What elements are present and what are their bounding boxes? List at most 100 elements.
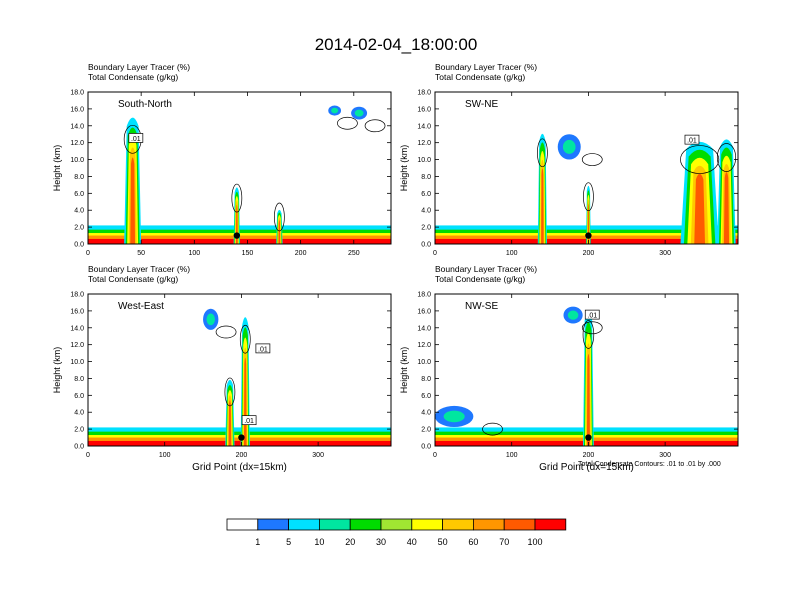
x-tick-label: 100 (159, 452, 171, 459)
contour-label: .01 (587, 313, 597, 320)
x-tick-label: 300 (312, 452, 324, 459)
cloud-patch (206, 313, 215, 326)
x-tick-label: 150 (242, 250, 254, 257)
colorbar-label: 100 (527, 537, 542, 547)
colorbar-swatch (442, 518, 474, 531)
condensate-contour (231, 183, 243, 213)
y-tick-label: 16.0 (70, 106, 84, 113)
panel-subtitle: Total Condensate (g/kg) (435, 274, 525, 284)
y-tick-label: 10.0 (417, 359, 431, 366)
y-tick-label: 4.0 (421, 208, 431, 215)
y-tick-label: 14.0 (417, 123, 431, 130)
contour-label-box (584, 309, 600, 320)
colorbar-swatch (288, 518, 320, 531)
y-tick-label: 0.0 (421, 444, 431, 451)
panel-label: SW-NE (465, 99, 498, 110)
y-tick-label: 10.0 (70, 359, 84, 366)
y-tick-label: 16.0 (417, 106, 431, 113)
point-marker (238, 434, 245, 441)
field (88, 308, 391, 446)
x-tick-label: 0 (86, 452, 90, 459)
x-tick-label: 100 (188, 250, 200, 257)
contour-label: .01 (258, 346, 268, 353)
tower-layer (130, 157, 136, 244)
x-tick-label: 100 (506, 250, 518, 257)
y-axis-label: Height (km) (52, 347, 62, 394)
x-tick-label: 200 (236, 452, 248, 459)
colorbar-label: 20 (345, 537, 355, 547)
field (435, 133, 738, 244)
y-tick-label: 2.0 (74, 427, 84, 434)
panel-label: West-East (118, 301, 164, 312)
plot-frame (434, 293, 739, 447)
x-tick-label: 0 (86, 250, 90, 257)
contour-label: .01 (244, 418, 254, 425)
colorbar-swatch (411, 518, 443, 531)
tower-layer (541, 168, 544, 244)
colorbar-swatch (318, 518, 351, 531)
condensate-contour (239, 324, 251, 354)
cloud-patch (443, 410, 465, 423)
point-marker (585, 434, 592, 441)
plot-frame (434, 91, 739, 245)
condensate-contour (583, 182, 594, 212)
condensate-contour (581, 321, 603, 335)
y-tick-label: 4.0 (74, 410, 84, 417)
colorbar-label: 1 (255, 537, 260, 547)
bl-layer (88, 440, 391, 446)
y-tick-label: 0.0 (74, 242, 84, 249)
y-tick-label: 12.0 (417, 342, 431, 349)
x-tick-label: 0 (433, 452, 437, 459)
y-tick-label: 6.0 (74, 393, 84, 400)
y-tick-label: 2.0 (421, 427, 431, 434)
colorbar-swatch (380, 518, 413, 531)
cloud-patch (562, 139, 576, 154)
contour-label-box (255, 343, 271, 354)
x-tick-label: 100 (506, 452, 518, 459)
contour-label-box (684, 134, 700, 145)
y-tick-label: 12.0 (70, 140, 84, 147)
cloud-patch (567, 310, 579, 320)
y-tick-label: 16.0 (70, 308, 84, 315)
panel-subtitle: Total Condensate (g/kg) (435, 72, 525, 82)
y-tick-label: 8.0 (74, 174, 84, 181)
panel-subtitle: Total Condensate (g/kg) (88, 72, 178, 82)
condensate-contour (364, 119, 386, 133)
y-tick-label: 18.0 (417, 292, 431, 299)
condensate-contour (537, 138, 548, 168)
y-tick-label: 2.0 (74, 225, 84, 232)
x-tick-label: 200 (583, 250, 595, 257)
y-tick-label: 4.0 (421, 410, 431, 417)
x-axis-label: Grid Point (dx=15km) (539, 462, 634, 473)
cloud-patch (331, 107, 339, 114)
panel-subtitle: Boundary Layer Tracer (%) (435, 264, 537, 274)
panel-subtitle: Boundary Layer Tracer (%) (88, 264, 190, 274)
condensate-contour (716, 143, 737, 172)
y-tick-label: 14.0 (70, 123, 84, 130)
tower-layer (694, 173, 706, 244)
panel: Boundary Layer Tracer (%)Total Condensat… (399, 264, 739, 473)
y-tick-label: 0.0 (421, 242, 431, 249)
condensate-contour (215, 325, 237, 339)
point-marker (585, 232, 592, 239)
x-tick-label: 0 (433, 250, 437, 257)
plot-frame (87, 293, 392, 447)
tower-layer (278, 220, 281, 244)
colorbar-label: 10 (314, 537, 324, 547)
y-tick-label: 14.0 (417, 325, 431, 332)
colorbar-label: 5 (286, 537, 291, 547)
y-tick-label: 6.0 (421, 191, 431, 198)
x-tick-label: 200 (583, 452, 595, 459)
y-axis-label: Height (km) (399, 347, 409, 394)
x-tick-label: 250 (348, 250, 360, 257)
contour-label-box (128, 133, 144, 143)
panel: Boundary Layer Tracer (%)Total Condensat… (52, 62, 392, 257)
tower-layer (243, 357, 247, 446)
cloud-patch (354, 109, 364, 117)
colorbar-label: 50 (438, 537, 448, 547)
condensate-contour (680, 145, 720, 174)
x-tick-label: 50 (137, 250, 145, 257)
field (88, 105, 391, 244)
colorbar-swatch (226, 518, 259, 531)
